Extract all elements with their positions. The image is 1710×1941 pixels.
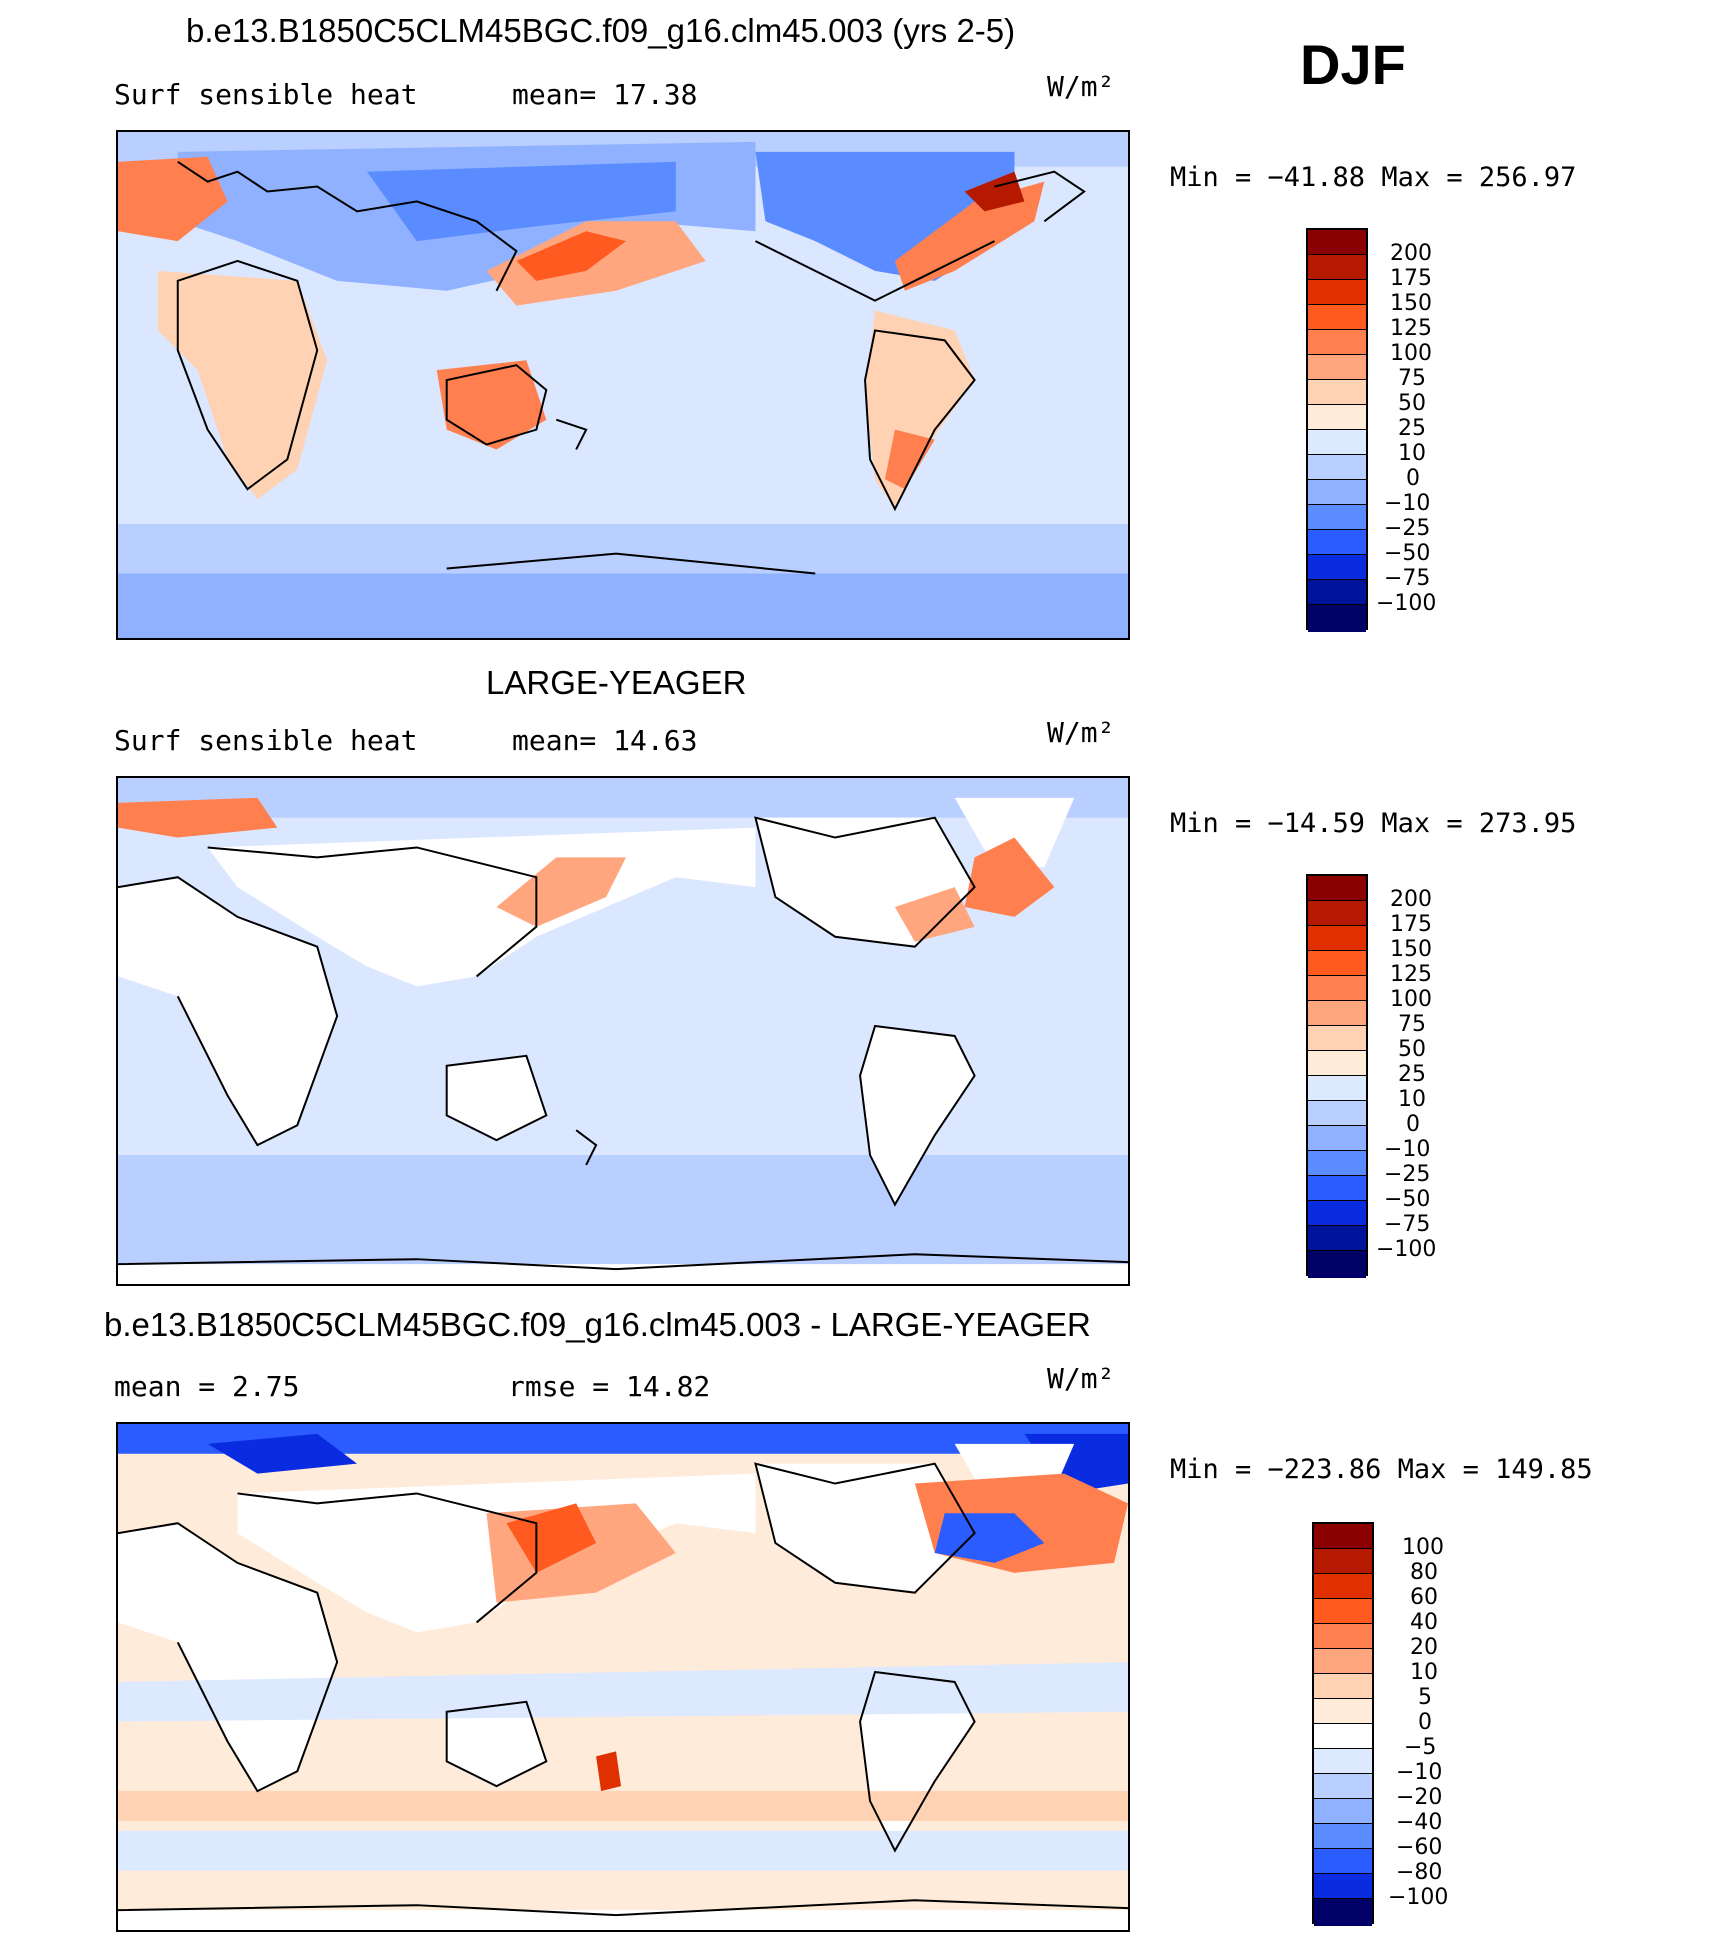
colorbar-tick: 50 <box>1398 391 1426 416</box>
colorbar-tick: −80 <box>1396 1860 1443 1885</box>
colorbar-tick: 25 <box>1398 1062 1426 1087</box>
colorbar-tick: 200 <box>1390 241 1432 266</box>
colorbar-tick: −50 <box>1384 1187 1431 1212</box>
colorbar-tick: 75 <box>1398 366 1426 391</box>
colorbar-tick: −25 <box>1384 516 1431 541</box>
colorbar-tick: −10 <box>1396 1760 1443 1785</box>
colorbar-tick: 175 <box>1390 912 1432 937</box>
colorbar-tick: 10 <box>1398 1087 1426 1112</box>
colorbar-tick: 100 <box>1390 987 1432 1012</box>
colorbar-tick: 80 <box>1410 1560 1438 1585</box>
colorbar-tick: −20 <box>1396 1785 1443 1810</box>
colorbar-tick: −60 <box>1396 1835 1443 1860</box>
colorbar-tick: 20 <box>1410 1635 1438 1660</box>
panel1-mean-label: mean= 17.38 <box>512 78 698 111</box>
panel3-minmax: Min = −223.86 Max = 149.85 <box>1170 1454 1593 1485</box>
colorbar-tick: −25 <box>1384 1162 1431 1187</box>
panel3-map <box>116 1422 1130 1932</box>
colorbar-tick: 10 <box>1410 1660 1438 1685</box>
panel2-mean-label: mean= 14.63 <box>512 724 698 757</box>
panel1-title: b.e13.B1850C5CLM45BGC.f09_g16.clm45.003 … <box>186 12 1016 49</box>
colorbar-tick: −10 <box>1384 1137 1431 1162</box>
panel1-units: W/m² <box>1047 70 1115 103</box>
colorbar-tick: 125 <box>1390 316 1432 341</box>
panel1-map <box>116 130 1130 640</box>
panel2-colorbar <box>1306 874 1368 1278</box>
colorbar-tick: −100 <box>1388 1885 1449 1910</box>
panel1-minmax: Min = −41.88 Max = 256.97 <box>1170 162 1577 193</box>
colorbar-tick: 10 <box>1398 441 1426 466</box>
colorbar-tick: −50 <box>1384 541 1431 566</box>
panel3-colorbar <box>1312 1522 1374 1926</box>
colorbar-tick: 0 <box>1418 1710 1432 1735</box>
colorbar-tick: 0 <box>1406 1112 1420 1137</box>
panel2-units: W/m² <box>1047 716 1115 749</box>
colorbar-tick: 100 <box>1402 1535 1444 1560</box>
colorbar-tick: 150 <box>1390 291 1432 316</box>
colorbar-tick: 5 <box>1418 1685 1432 1710</box>
panel1-colorbar <box>1306 228 1368 632</box>
colorbar-tick: −10 <box>1384 491 1431 516</box>
panel2-map <box>116 776 1130 1286</box>
colorbar-tick: 100 <box>1390 341 1432 366</box>
panel2-minmax: Min = −14.59 Max = 273.95 <box>1170 808 1577 839</box>
season-label: DJF <box>1300 33 1406 96</box>
colorbar-tick: −40 <box>1396 1810 1443 1835</box>
panel3-mean-label: mean = 2.75 <box>114 1370 300 1403</box>
colorbar-tick: 200 <box>1390 887 1432 912</box>
colorbar-tick: 175 <box>1390 266 1432 291</box>
colorbar-tick: −100 <box>1376 1237 1437 1262</box>
colorbar-tick: −75 <box>1384 1212 1431 1237</box>
panel2-title: LARGE-YEAGER <box>486 664 747 701</box>
panel2-variable-label: Surf sensible heat <box>114 724 418 757</box>
panel3-units: W/m² <box>1047 1362 1115 1395</box>
colorbar-tick: 150 <box>1390 937 1432 962</box>
colorbar-tick: −100 <box>1376 591 1437 616</box>
colorbar-tick: 40 <box>1410 1610 1438 1635</box>
panel3-title: b.e13.B1850C5CLM45BGC.f09_g16.clm45.003 … <box>104 1306 1091 1343</box>
panel1-variable-label: Surf sensible heat <box>114 78 418 111</box>
panel3-rmse-label: rmse = 14.82 <box>508 1370 711 1403</box>
colorbar-tick: 60 <box>1410 1585 1438 1610</box>
colorbar-tick: 75 <box>1398 1012 1426 1037</box>
colorbar-tick: −5 <box>1404 1735 1437 1760</box>
colorbar-tick: 25 <box>1398 416 1426 441</box>
colorbar-tick: 50 <box>1398 1037 1426 1062</box>
colorbar-tick: 0 <box>1406 466 1420 491</box>
colorbar-tick: 125 <box>1390 962 1432 987</box>
colorbar-tick: −75 <box>1384 566 1431 591</box>
